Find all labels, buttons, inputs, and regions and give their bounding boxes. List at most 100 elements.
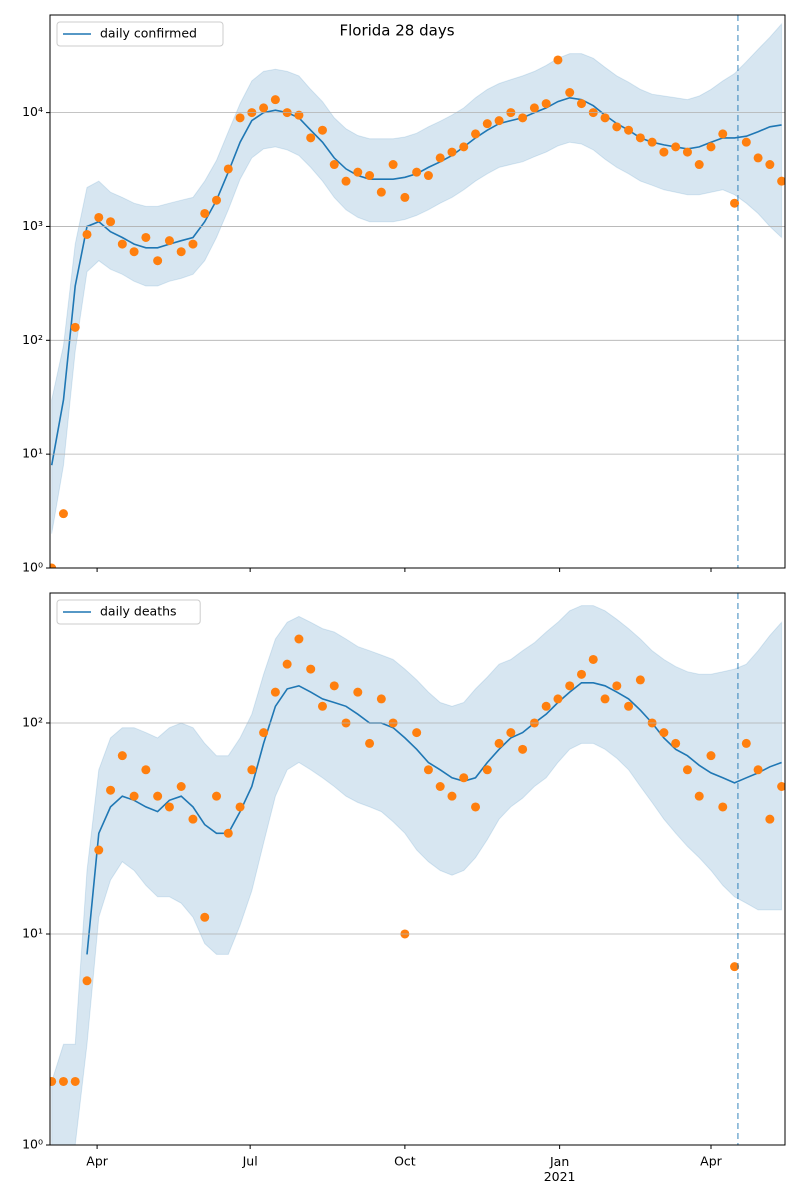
observed-point <box>541 701 551 711</box>
observed-point <box>270 687 280 697</box>
observed-point <box>412 728 422 738</box>
y-tick-label: 10¹ <box>22 446 43 461</box>
observed-point <box>459 773 469 783</box>
observed-point <box>624 701 634 711</box>
observed-point <box>600 113 610 123</box>
observed-point <box>376 187 386 197</box>
observed-point <box>635 133 645 143</box>
observed-point <box>294 634 304 644</box>
observed-point <box>730 962 740 972</box>
observed-point <box>529 103 539 113</box>
observed-point <box>765 160 775 170</box>
x-tick-label: Jul <box>242 1154 258 1169</box>
observed-point <box>235 802 245 812</box>
observed-point <box>129 791 139 801</box>
observed-point <box>671 142 681 152</box>
observed-point <box>188 239 198 249</box>
observed-point <box>106 785 116 795</box>
plot-area <box>50 605 785 1145</box>
observed-point <box>412 167 422 177</box>
observed-point <box>164 236 174 246</box>
observed-point <box>565 88 575 98</box>
observed-point <box>706 142 716 152</box>
observed-point <box>600 694 610 704</box>
observed-point <box>576 669 586 679</box>
y-tick-label: 10⁰ <box>22 560 43 575</box>
observed-point <box>494 116 504 126</box>
observed-point <box>306 133 316 143</box>
observed-point <box>777 176 785 186</box>
legend-box <box>56 599 201 625</box>
observed-point <box>471 802 481 812</box>
observed-point <box>423 171 433 181</box>
observed-point <box>141 765 151 775</box>
observed-point <box>294 110 304 120</box>
observed-point <box>212 791 222 801</box>
observed-point <box>741 137 751 147</box>
observed-point <box>164 802 174 812</box>
observed-point <box>106 217 116 227</box>
series-line <box>86 682 782 955</box>
observed-point <box>259 103 269 113</box>
observed-point <box>647 137 657 147</box>
observed-point <box>141 232 151 242</box>
y-tick-label: 10⁰ <box>22 1137 43 1152</box>
observed-point <box>353 687 363 697</box>
observed-point <box>576 99 586 109</box>
uncertainty-band <box>51 605 783 1145</box>
observed-point <box>682 765 692 775</box>
observed-point <box>365 738 375 748</box>
observed-point <box>659 147 669 157</box>
observed-point <box>365 171 375 181</box>
observed-point <box>694 791 704 801</box>
observed-point <box>188 814 198 824</box>
observed-point <box>341 176 351 186</box>
y-tick-label: 10¹ <box>22 925 43 940</box>
observed-point <box>329 160 339 170</box>
y-tick-label: 10² <box>22 714 43 729</box>
observed-point <box>58 1076 68 1086</box>
observed-point <box>153 256 163 266</box>
legend: daily deaths <box>56 599 201 625</box>
observed-point <box>235 113 245 123</box>
observed-point <box>753 153 763 163</box>
observed-point <box>82 976 92 986</box>
observed-point <box>50 1076 57 1086</box>
observed-point <box>624 125 634 135</box>
legend-label: daily confirmed <box>100 26 197 41</box>
chart-title: Florida 28 days <box>339 22 454 40</box>
y-tick-label: 10⁴ <box>22 104 43 119</box>
observed-point <box>353 167 363 177</box>
observed-point <box>482 119 492 129</box>
observed-point <box>518 113 528 123</box>
x-tick-label: Oct <box>394 1154 416 1169</box>
observed-point <box>482 765 492 775</box>
axes-frame <box>49 592 786 1146</box>
observed-point <box>247 765 257 775</box>
observed-point <box>212 195 222 205</box>
observed-point <box>741 738 751 748</box>
observed-point <box>70 1076 80 1086</box>
x-tick-label: Jan 2021 <box>544 1154 576 1184</box>
observed-point <box>435 153 445 163</box>
observed-point <box>223 828 233 838</box>
observed-point <box>447 791 457 801</box>
observed-point <box>306 664 316 674</box>
observed-point <box>423 765 433 775</box>
x-tick-label: Apr <box>700 1154 722 1169</box>
uncertainty-band <box>51 22 783 534</box>
observed-point <box>612 122 622 132</box>
observed-point <box>50 563 57 568</box>
observed-point <box>612 681 622 691</box>
observed-point <box>541 99 551 109</box>
observed-point <box>718 129 728 139</box>
observed-point <box>671 738 681 748</box>
observed-point <box>58 509 68 519</box>
observed-point <box>765 814 775 824</box>
observed-point <box>553 55 563 65</box>
observed-point <box>471 129 481 139</box>
axes-frame <box>49 14 786 569</box>
observed-point <box>94 845 104 855</box>
observed-point <box>376 694 386 704</box>
